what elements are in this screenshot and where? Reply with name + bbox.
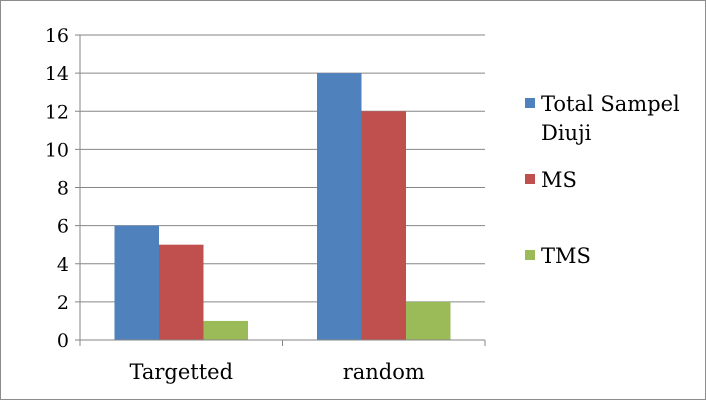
- bar-ms-random: [361, 111, 406, 340]
- y-tick-label: 14: [45, 63, 69, 85]
- bar-tms-targetted: [203, 320, 248, 340]
- bars: [114, 73, 451, 340]
- y-tick-label: 10: [45, 139, 69, 161]
- y-tick-label: 2: [57, 292, 69, 314]
- legend-swatch-ms: [525, 174, 535, 184]
- bar-total-sampel-diuji-random: [317, 73, 362, 340]
- axes: [75, 34, 486, 346]
- legend-label: Total Sampel: [541, 92, 680, 116]
- legend-swatch-tms: [525, 250, 535, 260]
- y-tick-label: 8: [57, 178, 69, 200]
- y-tick-label: 6: [57, 216, 69, 238]
- bar-ms-targetted: [159, 244, 204, 340]
- y-tick-label: 4: [57, 254, 69, 276]
- tick-labels: 0 2 4 6 8 10 12 14 16 Targetted random: [45, 25, 425, 384]
- bar-tms-random: [406, 301, 451, 340]
- category-label-targetted: Targetted: [129, 360, 233, 384]
- legend: Total Sampel Diuji MS TMS: [525, 92, 680, 268]
- bar-total-sampel-diuji-targetted: [114, 225, 159, 340]
- legend-label: TMS: [541, 244, 591, 268]
- y-tick-label: 0: [57, 330, 69, 352]
- y-tick-label: 16: [45, 25, 69, 47]
- legend-label: Diuji: [541, 121, 592, 145]
- category-label-random: random: [343, 360, 425, 384]
- legend-swatch-total-sampel-diuji: [525, 98, 535, 108]
- legend-label: MS: [541, 168, 577, 192]
- y-tick-label: 12: [45, 101, 69, 123]
